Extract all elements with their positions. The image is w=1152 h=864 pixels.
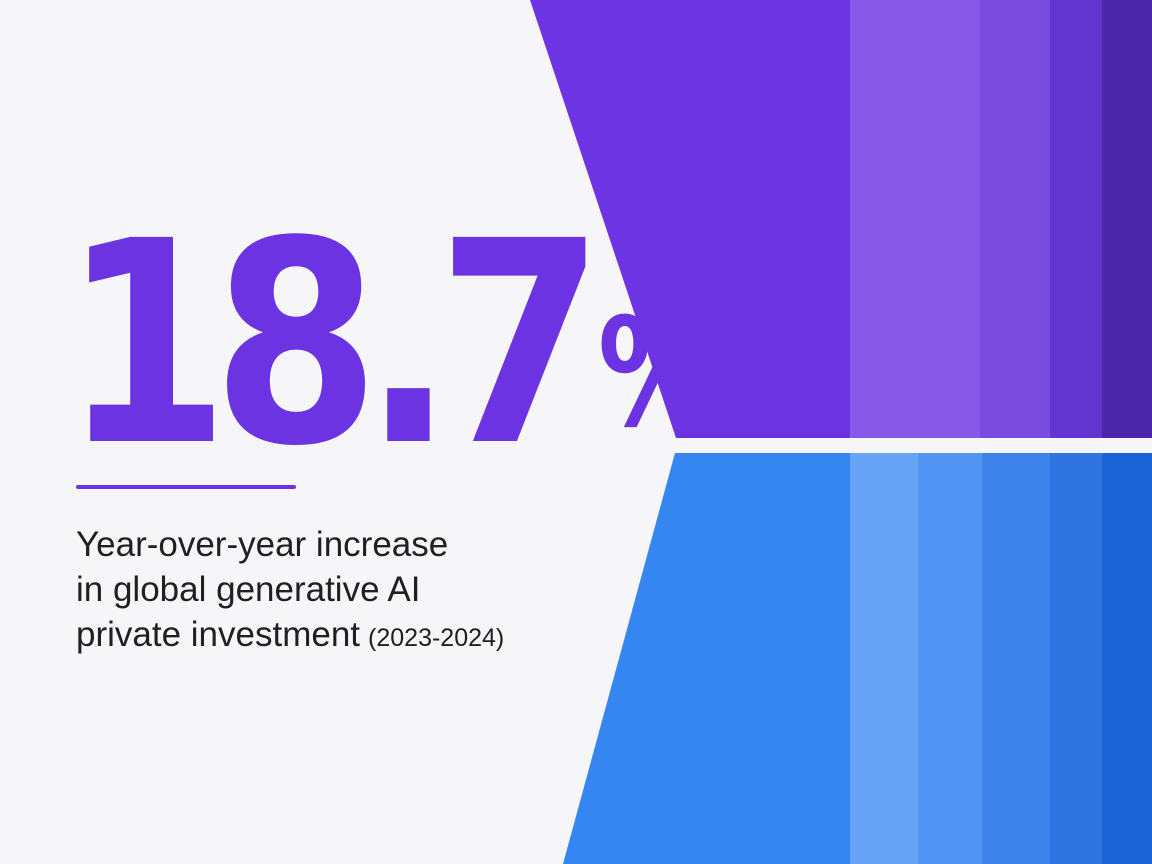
description-line-3-text: private investment <box>76 615 361 654</box>
blue-band-6 <box>1102 453 1152 864</box>
purple-band-4 <box>1050 0 1102 438</box>
stat-number: 18.7 <box>62 182 605 508</box>
blue-band-5 <box>1050 453 1102 864</box>
stat-description: Year-over-year increase in global genera… <box>76 522 616 661</box>
blue-band-2 <box>850 453 918 864</box>
description-line-1: Year-over-year increase <box>76 525 449 564</box>
description-line-3: private investment (2023-2024) <box>76 612 616 661</box>
blue-band-3 <box>918 453 982 864</box>
date-range: (2023-2024) <box>368 624 505 652</box>
purple-banded-shape <box>530 0 1152 438</box>
stat-panel: 18.7% Year-over-year increase in global … <box>62 205 717 654</box>
accent-divider <box>76 485 296 489</box>
headline-stat: 18.7% <box>62 205 717 485</box>
blue-band-4 <box>982 453 1050 864</box>
purple-band-5 <box>1102 0 1152 438</box>
description-line-2: in global generative AI <box>76 570 421 609</box>
purple-band-3 <box>980 0 1050 438</box>
purple-band-2 <box>850 0 980 438</box>
percent-sign: % <box>597 287 717 461</box>
blue-banded-shape <box>563 453 1152 864</box>
